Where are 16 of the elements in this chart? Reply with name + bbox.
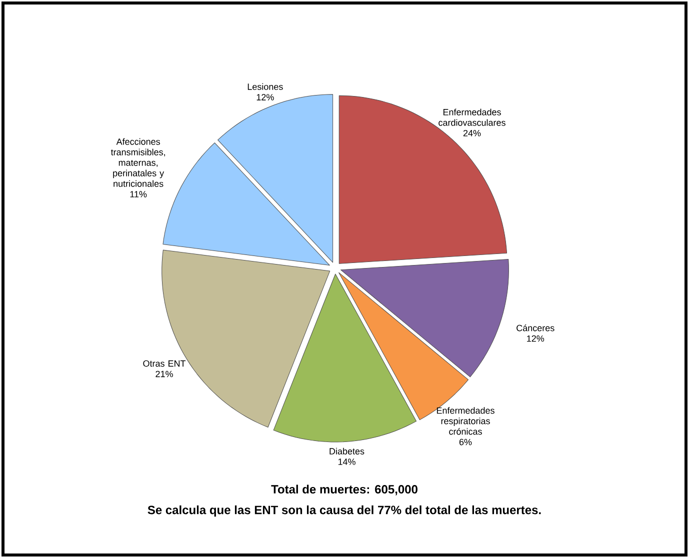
data-label: 14% (338, 458, 356, 465)
slice-label: Afecciones transmisibles, maternas, perinatales y nutricionales (110, 138, 165, 187)
slice-label: Diabetes (330, 448, 364, 454)
slice-label: Otras ENT (143, 360, 186, 367)
slice-label: Cánceres (516, 324, 554, 332)
data-label: 12% (256, 94, 274, 100)
slice-label: Enfermedades cardiovasculares (438, 108, 506, 126)
slice-label: Lesiones (248, 83, 283, 90)
data-label: 11% (130, 191, 147, 198)
data-label: 24% (463, 130, 481, 136)
data-label: 21% (156, 370, 173, 378)
slice-label: Enfermedades respiratorias crónicas (436, 407, 494, 435)
data-label: 6% (459, 438, 472, 446)
data-label: 12% (527, 335, 544, 342)
text: Se calcula que las ENT son la causa del 77% del total de las muertes. (148, 505, 541, 517)
text: Total de muertes: 605,000 (271, 484, 418, 496)
